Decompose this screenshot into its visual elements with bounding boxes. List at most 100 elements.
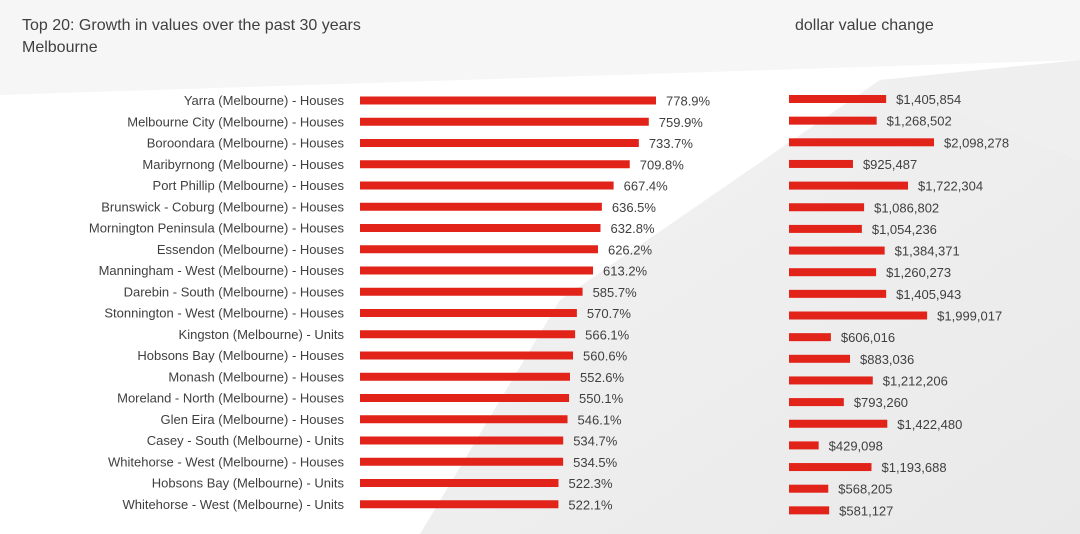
- growth-bar: [360, 245, 598, 254]
- dollar-bar: [789, 333, 831, 342]
- dollar-value-label: $1,405,943: [896, 287, 961, 302]
- dollar-value-label: $581,127: [839, 503, 893, 518]
- category-label: Yarra (Melbourne) - Houses: [184, 93, 345, 108]
- category-label: Casey - South (Melbourne) - Units: [147, 433, 345, 448]
- category-label: Kingston (Melbourne) - Units: [179, 327, 345, 342]
- growth-bar: [360, 160, 630, 169]
- dollar-value-label: $1,054,236: [872, 222, 937, 237]
- growth-value-label: 552.6%: [580, 370, 625, 385]
- category-label: Brunswick - Coburg (Melbourne) - Houses: [101, 199, 344, 214]
- dollar-bar: [789, 311, 928, 320]
- growth-value-label: 667.4%: [624, 179, 669, 194]
- dollar-value-label: $793,260: [854, 395, 908, 410]
- category-label: Whitehorse - West (Melbourne) - Units: [122, 497, 344, 512]
- category-label: Boroondara (Melbourne) - Houses: [147, 136, 345, 151]
- dollar-value-label: $1,405,854: [896, 92, 961, 107]
- dollar-value-label: $1,422,480: [897, 417, 962, 432]
- category-label: Essendon (Melbourne) - Houses: [157, 242, 345, 257]
- dollar-bar: [789, 268, 877, 277]
- dollar-value-label: $1,722,304: [918, 179, 983, 194]
- growth-bar: [360, 117, 649, 126]
- dollar-bar: [789, 506, 830, 515]
- dollar-bar: [789, 398, 844, 407]
- category-label: Hobsons Bay (Melbourne) - Units: [152, 476, 345, 491]
- dollar-value-label: $925,487: [863, 157, 917, 172]
- dollar-bar: [789, 463, 872, 472]
- dollar-bar: [789, 159, 853, 168]
- dollar-value-label: $1,999,017: [937, 309, 1002, 324]
- growth-bar: [360, 394, 570, 402]
- growth-value-label: 534.7%: [573, 434, 618, 449]
- category-label: Whitehorse - West (Melbourne) - Houses: [108, 454, 345, 469]
- growth-value-label: 546.1%: [578, 412, 623, 427]
- category-label: Moreland - North (Melbourne) - Houses: [117, 391, 344, 406]
- growth-value-label: 613.2%: [603, 264, 648, 279]
- dollar-bar: [789, 224, 862, 233]
- growth-bar: [360, 202, 602, 211]
- growth-value-label: 522.1%: [568, 497, 613, 512]
- dollar-bar: [789, 354, 851, 363]
- dollar-value-label: $2,098,278: [944, 135, 1009, 150]
- category-label: Hobsons Bay (Melbourne) - Houses: [137, 348, 344, 363]
- dollar-value-label: $883,036: [860, 352, 914, 367]
- growth-value-label: 566.1%: [585, 327, 630, 342]
- dollar-bar: [789, 419, 888, 428]
- dollar-value-label: $1,193,688: [881, 460, 946, 475]
- category-label: Glen Eira (Melbourne) - Houses: [160, 412, 344, 427]
- growth-value-label: 778.9%: [666, 94, 711, 109]
- category-label: Manningham - West (Melbourne) - Houses: [99, 263, 345, 278]
- chart-subtitle: Melbourne: [22, 39, 98, 56]
- dollar-bar: [789, 181, 909, 190]
- dollar-bar: [789, 95, 887, 103]
- dollar-bar: [789, 289, 887, 298]
- dollar-value-label: $1,212,206: [883, 373, 948, 388]
- dollar-chart-title: dollar value change: [795, 17, 934, 34]
- growth-value-label: 585.7%: [593, 285, 638, 300]
- dollar-value-label: $1,086,802: [874, 200, 939, 215]
- growth-bar: [360, 500, 559, 509]
- category-label: Melbourne City (Melbourne) - Houses: [127, 114, 344, 129]
- growth-bar: [360, 224, 601, 232]
- growth-value-label: 636.5%: [612, 200, 657, 215]
- growth-value-label: 534.5%: [573, 455, 618, 470]
- growth-bar: [360, 372, 571, 381]
- dollar-value-label: $606,016: [841, 330, 895, 345]
- growth-value-label: 733.7%: [649, 136, 694, 151]
- category-label: Port Phillip (Melbourne) - Houses: [153, 178, 345, 193]
- growth-bar: [360, 436, 564, 445]
- growth-bar: [360, 415, 568, 424]
- category-label: Darebin - South (Melbourne) - Houses: [124, 284, 345, 299]
- dollar-bar: [789, 138, 934, 147]
- growth-bar: [360, 266, 594, 275]
- dollar-bar: [789, 484, 829, 493]
- growth-bar: [360, 330, 576, 339]
- dollar-bar: [789, 376, 873, 385]
- category-label: Stonnington - West (Melbourne) - Houses: [104, 306, 344, 321]
- dollar-bar: [789, 246, 885, 255]
- growth-value-label: 570.7%: [587, 306, 632, 321]
- dollar-bar: [789, 203, 865, 212]
- dollar-value-label: $429,098: [829, 438, 883, 453]
- growth-value-label: 522.3%: [568, 476, 613, 491]
- category-label: Maribyrnong (Melbourne) - Houses: [142, 157, 344, 172]
- growth-bar: [360, 479, 559, 487]
- growth-value-label: 759.9%: [659, 115, 704, 130]
- dollar-bar: [789, 116, 877, 125]
- growth-bar: [360, 287, 583, 296]
- chart-title-block: Top 20: Growth in values over the past 3…: [22, 15, 361, 59]
- growth-value-label: 560.6%: [583, 349, 628, 364]
- dollar-value-label: $1,384,371: [895, 244, 960, 259]
- growth-bar: [360, 96, 656, 105]
- growth-value-label: 709.8%: [640, 157, 685, 172]
- dollar-value-label: $1,268,502: [887, 114, 952, 129]
- growth-bar: [360, 181, 614, 190]
- growth-value-label: 626.2%: [608, 242, 653, 257]
- growth-bar: [360, 309, 577, 317]
- dollar-value-label: $1,260,273: [886, 265, 951, 280]
- dollar-bar: [789, 441, 819, 450]
- chart-title: Top 20: Growth in values over the past 3…: [22, 17, 361, 34]
- category-label: Mornington Peninsula (Melbourne) - House…: [89, 221, 345, 236]
- dollar-value-label: $568,205: [838, 482, 892, 497]
